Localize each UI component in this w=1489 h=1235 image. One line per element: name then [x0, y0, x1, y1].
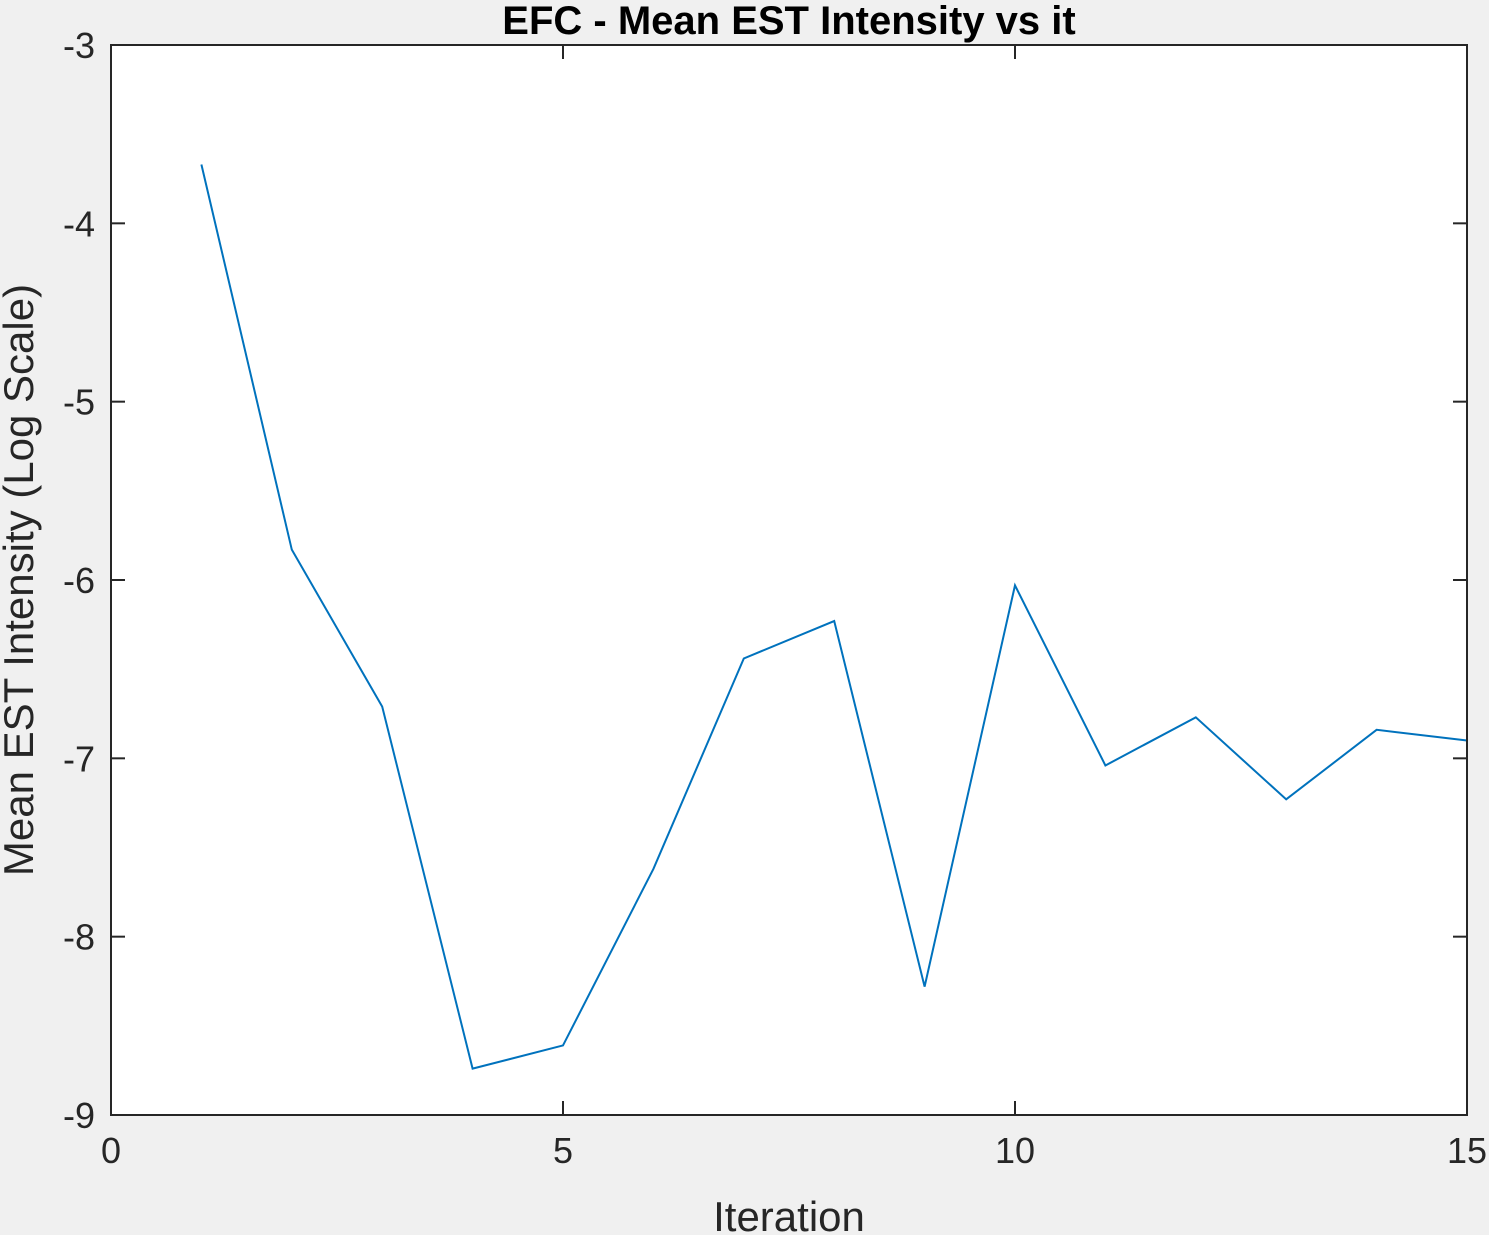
plot-area	[111, 45, 1467, 1115]
y-tick-label: -7	[63, 738, 95, 779]
data-point	[291, 549, 293, 551]
data-point	[1195, 716, 1197, 718]
data-point	[924, 986, 926, 988]
x-tick-label: 0	[101, 1130, 121, 1171]
data-point	[472, 1068, 474, 1070]
y-tick-label: -8	[63, 917, 95, 958]
data-point	[1104, 764, 1106, 766]
data-point	[562, 1044, 564, 1046]
x-tick-label: 5	[553, 1130, 573, 1171]
data-point	[381, 706, 383, 708]
x-axis-label: Iteration	[713, 1193, 865, 1235]
data-point	[833, 620, 835, 622]
plot-frame	[110, 44, 1468, 1116]
data-point	[1376, 729, 1378, 731]
series-line	[200, 164, 1468, 1070]
y-tick-label: -5	[63, 382, 95, 423]
y-tick-label: -4	[63, 203, 95, 244]
tick-labels-layer: 0 5 10 15 -9 -8 -7 -6 -5 -4 -3	[63, 25, 1487, 1171]
data-point	[1285, 798, 1287, 800]
data-point	[200, 163, 202, 165]
y-axis-label: Mean EST Intensity (Log Scale)	[0, 284, 42, 876]
chart-title: EFC - Mean EST Intensity vs it	[502, 0, 1075, 43]
y-tick-label: -6	[63, 560, 95, 601]
series-layer	[200, 163, 1468, 1070]
data-point	[1014, 584, 1016, 586]
data-point	[743, 657, 745, 659]
y-tick-label: -3	[63, 25, 95, 66]
x-tick-label: 15	[1447, 1130, 1487, 1171]
x-tick-label: 10	[995, 1130, 1035, 1171]
data-point	[652, 868, 654, 870]
y-tick-label: -9	[63, 1095, 95, 1136]
